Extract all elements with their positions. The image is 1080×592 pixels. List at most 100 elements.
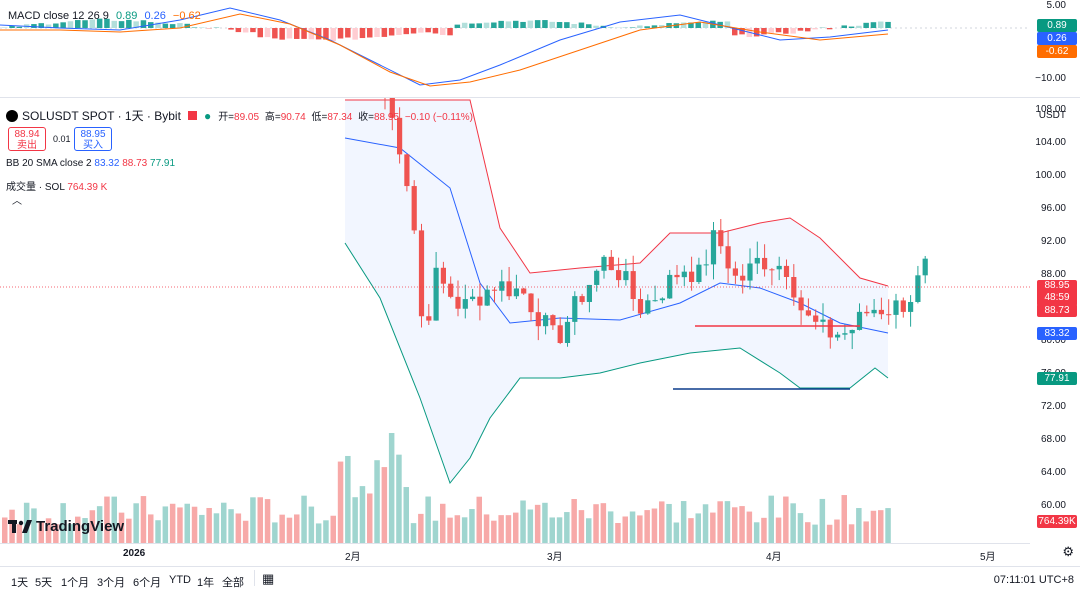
candle[interactable] [601,256,607,271]
candle[interactable] [470,296,476,300]
candle[interactable] [652,300,658,302]
timeframe-1m[interactable]: 1个月 [61,577,90,589]
candle[interactable] [820,319,826,322]
symbol-legend[interactable]: SOLUSDT SPOT · 1天 · Bybit ● 开=89.05 高=90… [6,107,476,124]
currency-label[interactable]: USDT [1038,110,1066,121]
candle[interactable] [769,269,775,271]
candle[interactable] [411,186,417,231]
candle[interactable] [900,300,906,312]
candle[interactable] [535,312,541,327]
candle[interactable] [871,309,877,314]
settings-icon[interactable]: ⚙ [1062,544,1074,559]
candle[interactable] [616,270,622,281]
candle[interactable] [864,311,870,314]
candle[interactable] [783,265,790,278]
candle[interactable] [732,268,738,276]
candle[interactable] [827,319,833,338]
candle[interactable] [513,288,519,297]
candle[interactable] [798,297,804,311]
buy-button[interactable]: 88.95 买入 [74,127,112,151]
candle[interactable] [433,267,439,321]
macd-pane[interactable] [0,0,1030,96]
candle[interactable] [856,311,863,330]
candle[interactable] [397,117,403,155]
candle[interactable] [689,271,695,282]
macd-legend[interactable]: MACD close 12 26 9 0.89 0.26 −0.62 [8,10,205,22]
candle[interactable] [835,334,841,338]
candle[interactable] [725,246,731,269]
chevron-up-icon[interactable]: ︿ [12,196,22,207]
candle[interactable] [426,316,432,321]
candle[interactable] [762,257,768,270]
candle[interactable] [681,271,687,278]
candle[interactable] [878,309,884,315]
candle[interactable] [521,288,527,294]
candle[interactable] [594,270,600,285]
candle[interactable] [740,275,746,281]
candle[interactable] [579,296,585,302]
pane-divider[interactable] [0,97,1080,98]
timeframe-1d[interactable]: 1天 [11,577,29,589]
flag-icon[interactable] [187,111,197,120]
bollinger-legend[interactable]: BB 20 SMA close 2 83.32 88.73 77.91 [6,158,175,169]
candle[interactable] [630,271,636,300]
candle[interactable] [805,310,811,316]
candle[interactable] [528,293,534,313]
candle[interactable] [448,283,454,297]
candle[interactable] [404,154,410,187]
clock[interactable]: 07:11:01 UTC+8 [993,574,1074,586]
candle[interactable] [557,325,563,344]
timeframe-all[interactable]: 全部 [222,577,244,589]
candle[interactable] [623,271,629,281]
candle[interactable] [477,296,483,306]
candle[interactable] [506,281,512,297]
candle[interactable] [440,267,446,284]
candle[interactable] [791,277,797,298]
candle[interactable] [389,98,395,118]
candle[interactable] [915,275,921,302]
candle[interactable] [703,264,709,266]
candle[interactable] [710,230,717,265]
candle[interactable] [893,300,899,315]
candle[interactable] [543,315,549,327]
timeframe-ytd[interactable]: YTD [169,574,191,586]
candle[interactable] [491,289,498,291]
candle[interactable] [747,263,753,281]
candle[interactable] [842,333,848,335]
candle[interactable] [462,299,468,309]
candle[interactable] [776,265,782,270]
timeframe-3m[interactable]: 3个月 [97,577,126,589]
candle[interactable] [922,258,928,276]
volume-bar [775,517,782,543]
candle[interactable] [886,314,892,316]
candle[interactable] [674,274,680,278]
candle[interactable] [696,264,702,282]
price-chart[interactable] [0,98,1030,543]
candle[interactable] [455,296,461,309]
timeframe-6m[interactable]: 6个月 [133,577,162,589]
candle[interactable] [645,300,651,314]
calendar-icon[interactable]: ▦ [262,571,275,586]
candle[interactable] [849,329,855,334]
tradingview-logo[interactable]: TradingView [8,518,124,535]
macd-histogram-bar [732,28,738,36]
timeframe-1y[interactable]: 1年 [197,577,215,589]
candle[interactable] [550,315,556,326]
candle[interactable] [484,289,490,306]
candle[interactable] [418,230,425,317]
candle[interactable] [813,315,819,322]
candle[interactable] [659,298,665,301]
candle[interactable] [499,281,505,291]
candle[interactable] [608,256,614,271]
timeframe-5d[interactable]: 5天 [35,577,53,589]
volume-legend[interactable]: 成交量 · SOL 764.39 K [6,178,107,193]
candle[interactable] [637,299,644,314]
candle[interactable] [572,296,578,322]
candle[interactable] [564,321,571,344]
eye-icon[interactable]: ● [203,108,212,123]
sell-button[interactable]: 88.94 卖出 [8,127,46,151]
candle[interactable] [586,284,592,302]
candle[interactable] [754,257,760,264]
candle[interactable] [908,301,914,312]
candle[interactable] [718,230,724,247]
